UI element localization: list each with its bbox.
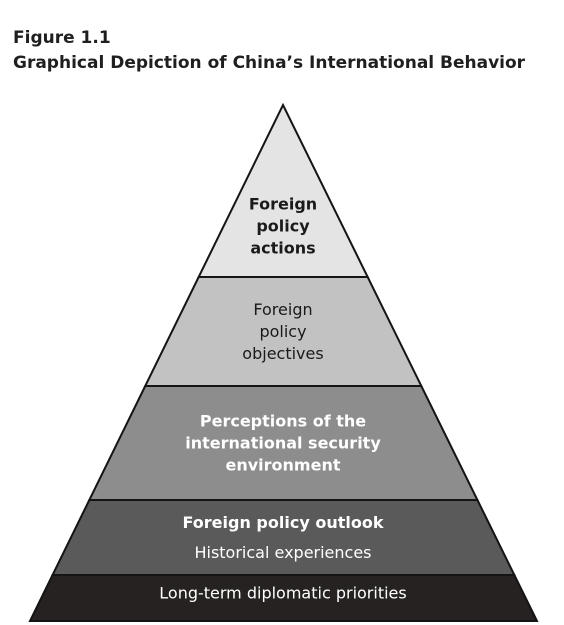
- tier-label-foreign-policy-actions-line-1: Foreign: [249, 195, 317, 214]
- tier-label-perceptions-international-security-line-1: Perceptions of the: [200, 412, 366, 431]
- tier-long-term-diplomatic-priorities: Long-term diplomatic priorities: [28, 574, 539, 622]
- tier-label-outlook-and-experiences-line-1: Foreign policy outlook: [183, 513, 384, 532]
- tier-perceptions-international-security: Perceptions of the international security…: [87, 385, 480, 501]
- tier-label-foreign-policy-actions-line-2: policy: [256, 217, 310, 236]
- tier-shape-long-term-diplomatic-priorities: [28, 574, 539, 622]
- tier-label-foreign-policy-actions-line-3: actions: [250, 239, 315, 258]
- tier-outlook-and-experiences: Foreign policy outlook Historical experie…: [50, 499, 516, 576]
- tier-label-outlook-and-experiences-line-2: Historical experiences: [194, 543, 371, 562]
- tier-label-long-term-diplomatic-priorities-line-1: Long-term diplomatic priorities: [159, 584, 406, 603]
- tier-label-foreign-policy-objectives-line-1: Foreign: [253, 300, 312, 319]
- tier-label-perceptions-international-security-line-3: environment: [226, 456, 341, 475]
- tier-label-foreign-policy-objectives-line-3: objectives: [242, 344, 323, 363]
- tier-label-foreign-policy-objectives-line-2: policy: [259, 322, 306, 341]
- tier-foreign-policy-actions: Foreign policy actions: [197, 102, 370, 278]
- figure-header: Figure 1.1 Graphical Depiction of China’…: [13, 26, 558, 76]
- tier-label-perceptions-international-security-line-2: international security: [185, 434, 381, 453]
- tier-shape-outlook-and-experiences: [50, 499, 516, 576]
- figure-label: Figure 1.1: [13, 28, 111, 48]
- tier-foreign-policy-objectives: Foreign policy objectives: [143, 276, 423, 387]
- figure-title: Graphical Depiction of China’s Internati…: [13, 53, 526, 73]
